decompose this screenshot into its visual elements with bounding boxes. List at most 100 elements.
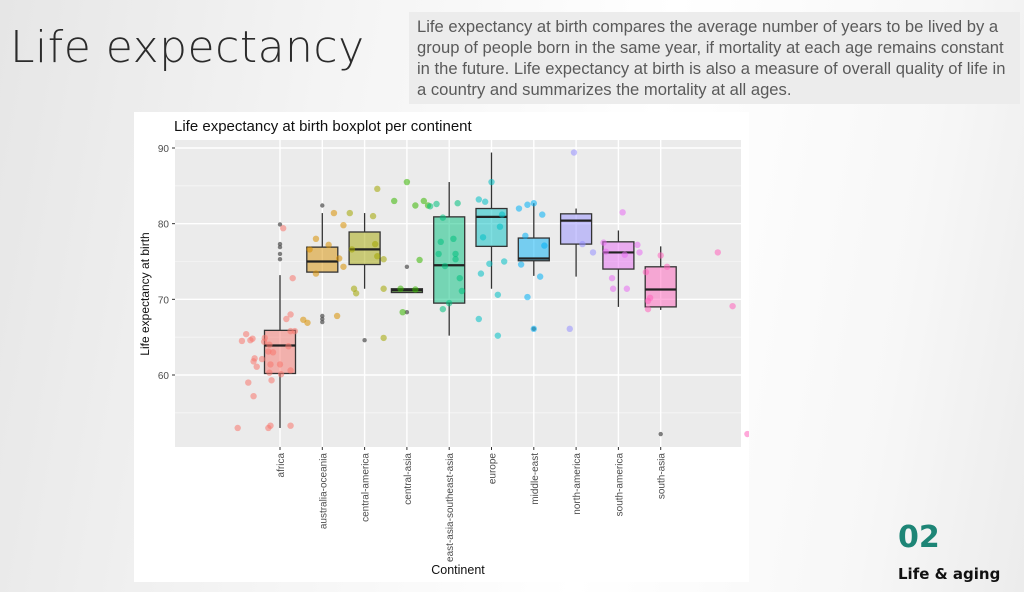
data-point [536,273,544,280]
data-point [541,242,548,249]
y-tick-label: 70 [158,295,170,306]
x-tick-label: middle-east [530,453,541,505]
data-point [479,234,487,241]
outlier-point [362,337,367,343]
data-point [515,205,523,212]
data-point [456,274,463,282]
data-point [642,268,650,276]
box-central-america [348,231,381,266]
data-point [340,263,347,270]
data-point [524,201,531,208]
data-point [452,250,459,258]
data-point [729,302,736,310]
data-point [437,238,444,246]
data-point [608,274,616,282]
data-point [646,294,654,302]
data-point [253,363,260,370]
data-point [380,256,387,263]
data-point [371,240,379,248]
outlier-point [658,431,663,437]
data-point [287,422,294,429]
outlier-point [277,251,283,257]
x-tick-label: east-asia-southeast-asia [445,453,456,562]
data-point [268,377,275,384]
data-point [539,211,546,218]
data-point [441,262,449,270]
y-tick-label: 60 [158,371,170,382]
data-point [475,315,483,323]
data-point [412,202,419,209]
x-tick-label: south-asia [657,453,668,500]
data-point [336,255,343,262]
data-point [374,253,381,260]
outlier-point [320,203,325,208]
data-point [287,367,294,374]
chart-card: Life expectancy at birth boxplot per con… [134,112,749,582]
data-point [486,260,493,267]
data-point [475,196,483,203]
data-point [330,209,338,217]
data-point [498,211,506,218]
data-point [714,249,722,256]
data-point [477,270,485,277]
data-point [600,239,607,246]
data-point [481,198,489,205]
data-point [454,200,461,207]
data-point [245,379,252,386]
data-point [258,355,266,363]
y-tick-label: 90 [158,144,170,155]
outlier-point [277,257,283,262]
x-axis-label: Continent [431,563,485,577]
data-point [279,225,287,232]
outlier-point [277,241,283,247]
data-point [234,424,241,432]
data-point [333,312,341,320]
data-point [352,290,360,297]
data-point [450,235,457,242]
data-point [269,349,277,356]
data-point [289,274,296,282]
data-point [496,223,504,230]
data-point [277,371,285,378]
data-point [242,330,250,338]
data-point [744,430,749,438]
data-point [452,256,459,263]
data-point [433,200,440,208]
box-south-america [602,241,635,270]
outlier-point [404,309,410,315]
data-point [283,315,290,323]
data-point [589,249,597,256]
data-point [287,311,294,318]
data-point [325,241,332,249]
data-point [530,200,537,207]
data-point [636,249,643,256]
data-point [285,343,292,350]
box-middle-east [517,237,550,262]
box-north-america [559,213,593,245]
data-point [426,203,434,210]
data-point [439,305,447,313]
slide-title: Life expectancy [10,22,365,73]
data-point [380,285,387,292]
data-point [623,285,631,292]
data-point [619,209,626,216]
y-axis-label: Life expectancy at birth [138,232,152,355]
data-point [412,286,419,293]
boxplot-chart: Life expectancy at birth boxplot per con… [138,118,749,577]
data-point [524,293,531,301]
data-point [238,337,246,345]
data-point [634,241,641,249]
data-point [380,334,387,342]
plot-area: 60 70 80 90 africa australia-oceania central-a… [158,140,749,562]
data-point [458,287,466,295]
data-point [657,252,664,259]
section-number: 02 [898,520,940,555]
data-point [522,232,529,239]
chart-title: Life expectancy at birth boxplot per con… [174,118,473,135]
data-point [369,212,377,220]
data-point [391,197,398,205]
data-point [416,256,423,264]
data-point [276,361,284,368]
data-point [304,319,311,326]
data-point [250,392,257,400]
